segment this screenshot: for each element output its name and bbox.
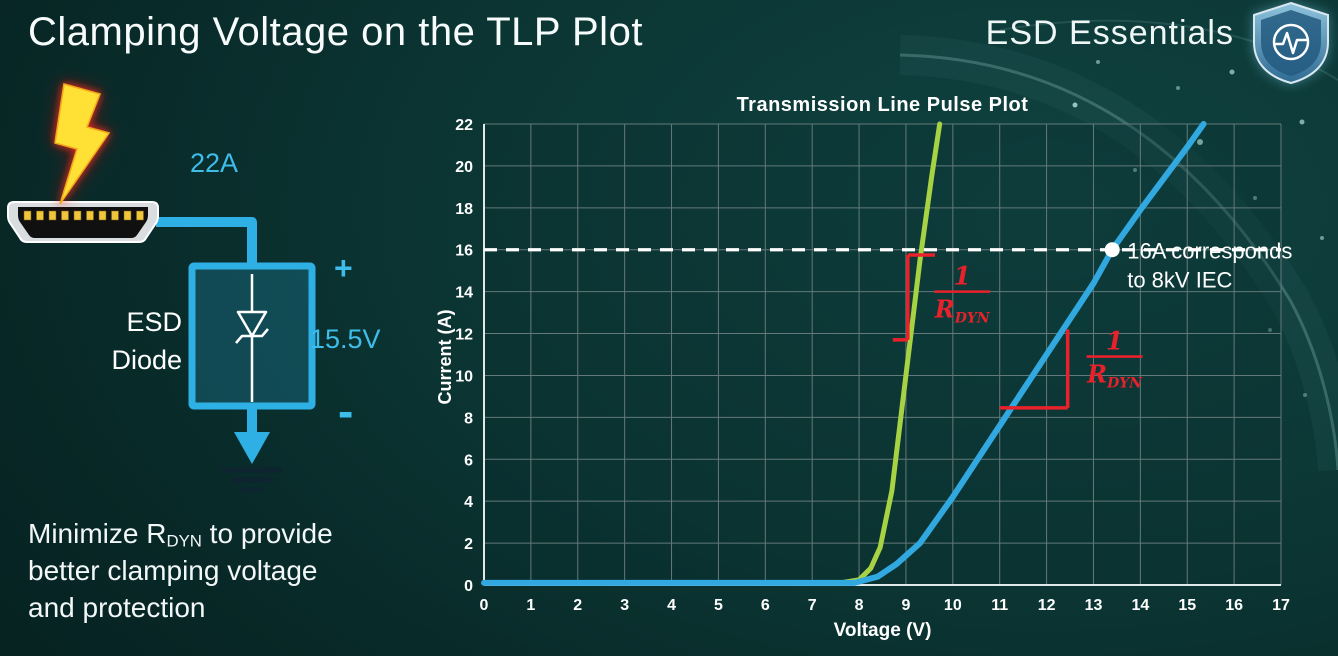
y-tick-label: 10 (455, 368, 473, 385)
swoosh-line (899, 53, 1338, 471)
y-tick-label: 6 (464, 452, 473, 469)
sparkle-dots (1072, 56, 1324, 397)
x-tick-label: 13 (1085, 597, 1103, 614)
x-tick-label: 6 (761, 597, 770, 614)
iec-marker-label: to 8kV IEC (1127, 268, 1232, 293)
footer-note: Minimize RDYN to provide better clamping… (28, 518, 333, 623)
y-tick-label: 12 (455, 327, 473, 344)
plus-label: + (334, 250, 353, 286)
esd-essentials-shield-icon (1253, 1, 1329, 85)
rdyn-fraction-denominator: RDYN (934, 295, 991, 327)
x-tick-label: 1 (526, 597, 535, 614)
rdyn-subscript: DYN (166, 531, 202, 551)
y-tick-label: 18 (455, 201, 473, 218)
blue-curve-higher-rdyn (481, 121, 1207, 586)
y-tick-label: 20 (455, 159, 473, 176)
chart-title: Transmission Line Pulse Plot (736, 94, 1029, 116)
x-axis-label: Voltage (V) (833, 620, 932, 641)
esd-diode-label: ESD Diode (111, 307, 182, 375)
down-arrow-icon (234, 432, 270, 464)
page-title: Clamping Voltage on the TLP Plot (28, 10, 643, 54)
wire (156, 217, 257, 266)
tlp-chart-svg: 0 1 2 3 4 5 6 7 8 9 10 11 12 13 14 15 16 1702468101214161… (455, 117, 1292, 614)
x-tick-label: 3 (620, 597, 629, 614)
iec-marker-dot (1104, 242, 1120, 258)
x-tick-label: 9 (901, 597, 910, 614)
y-tick-label: 0 (464, 578, 473, 595)
esd-circuit-diagram (7, 83, 316, 493)
rdyn-fraction-numerator: 1 (1106, 327, 1123, 356)
hdmi-connector-icon (7, 201, 159, 243)
x-tick-label: 15 (1178, 597, 1196, 614)
pulse-circle (1272, 23, 1310, 61)
minus-label: - (338, 385, 354, 437)
y-tick-label: 14 (455, 285, 473, 302)
clamp-voltage-label: 15.5V (310, 324, 381, 354)
y-tick-label: 2 (464, 536, 473, 553)
rdyn-fraction-numerator: 1 (953, 262, 970, 291)
x-tick-label: 5 (714, 597, 723, 614)
x-tick-label: 2 (573, 597, 582, 614)
y-tick-label: 4 (464, 494, 473, 511)
x-tick-label: 16 (1225, 597, 1243, 614)
x-tick-label: 12 (1038, 597, 1056, 614)
x-tick-label: 8 (855, 597, 864, 614)
y-tick-label: 8 (464, 410, 473, 427)
y-tick-label: 22 (455, 117, 473, 134)
hdmi-pins (23, 210, 144, 221)
lightning-bolt-icon (54, 83, 111, 205)
ground-connection (221, 406, 283, 493)
brand-text: ESD Essentials (985, 14, 1234, 52)
ground-icon (221, 467, 283, 493)
tlp-chart: Transmission Line Pulse Plot Current (A)… (432, 92, 1338, 656)
iec-marker-label: 16A corresponds (1127, 239, 1292, 264)
y-tick-label: 16 (455, 243, 473, 260)
x-tick-label: 11 (991, 597, 1008, 614)
x-tick-label: 10 (944, 597, 962, 614)
surge-current-label: 22A (190, 148, 239, 178)
x-tick-label: 7 (808, 597, 817, 614)
heartbeat-pulse-icon (1274, 31, 1308, 55)
x-tick-label: 0 (480, 597, 489, 614)
x-tick-label: 17 (1272, 597, 1290, 614)
zener-diode-icon (235, 274, 269, 402)
plot-area (484, 124, 1281, 585)
rdyn-fraction-denominator: RDYN (1086, 360, 1143, 392)
swoosh-band (899, 35, 1338, 472)
x-tick-label: 4 (667, 597, 676, 614)
esd-diode-symbol (188, 262, 316, 410)
x-tick-label: 14 (1131, 597, 1149, 614)
